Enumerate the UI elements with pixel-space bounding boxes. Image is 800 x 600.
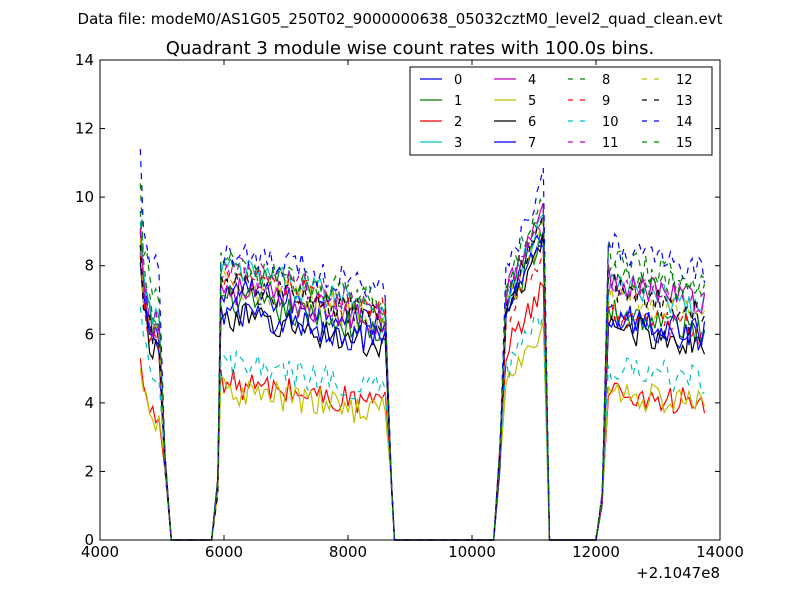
series-line-13 bbox=[139, 215, 706, 541]
y-tick-label: 10 bbox=[75, 188, 94, 206]
legend-label-7: 7 bbox=[528, 136, 536, 151]
x-tick-label: 6000 bbox=[205, 543, 243, 561]
series-line-8 bbox=[139, 210, 705, 541]
legend-label-3: 3 bbox=[454, 136, 462, 151]
y-tick-label: 0 bbox=[84, 531, 94, 549]
chart-title: Quadrant 3 module wise count rates with … bbox=[166, 38, 655, 59]
series-line-0 bbox=[139, 231, 706, 541]
series-line-3 bbox=[139, 212, 706, 541]
legend-label-1: 1 bbox=[454, 94, 462, 109]
series-line-12 bbox=[139, 221, 706, 541]
legend-label-8: 8 bbox=[602, 73, 610, 88]
legend-label-9: 9 bbox=[602, 94, 610, 109]
legend-label-4: 4 bbox=[528, 73, 536, 88]
legend-label-14: 14 bbox=[676, 115, 693, 130]
y-tick-label: 2 bbox=[84, 462, 94, 480]
series-line-11 bbox=[139, 209, 705, 541]
series-line-10 bbox=[139, 306, 705, 541]
x-tick-label: 14000 bbox=[696, 543, 744, 561]
series-line-14 bbox=[139, 149, 706, 541]
legend-label-10: 10 bbox=[602, 115, 619, 130]
x-tick-label: 12000 bbox=[572, 543, 620, 561]
y-tick-label: 14 bbox=[75, 51, 94, 69]
x-tick-label: 8000 bbox=[329, 543, 367, 561]
suptitle: Data file: modeM0/AS1G05_250T02_90000006… bbox=[78, 10, 723, 29]
y-tick-label: 12 bbox=[75, 120, 94, 138]
legend-box bbox=[409, 66, 713, 156]
legend-label-5: 5 bbox=[528, 94, 536, 109]
x-offset-label: +2.1047e8 bbox=[636, 564, 720, 582]
x-tick-label: 4000 bbox=[81, 543, 119, 561]
series-line-15 bbox=[139, 183, 706, 541]
legend-label-13: 13 bbox=[676, 94, 693, 109]
legend-label-12: 12 bbox=[676, 73, 693, 88]
series-line-2 bbox=[139, 281, 706, 541]
plot-lines bbox=[139, 149, 706, 541]
y-tick-label: 6 bbox=[84, 325, 94, 343]
y-tick-label: 8 bbox=[84, 257, 94, 275]
plot-frame bbox=[99, 59, 721, 541]
legend-label-11: 11 bbox=[602, 136, 619, 151]
y-tick-label: 4 bbox=[84, 394, 94, 412]
series-line-5 bbox=[139, 321, 706, 541]
legend-label-2: 2 bbox=[454, 115, 462, 130]
legend-label-15: 15 bbox=[676, 136, 693, 151]
legend-label-6: 6 bbox=[528, 115, 536, 130]
legend-label-0: 0 bbox=[454, 73, 462, 88]
x-tick-label: 10000 bbox=[448, 543, 496, 561]
series-line-4 bbox=[139, 202, 706, 541]
